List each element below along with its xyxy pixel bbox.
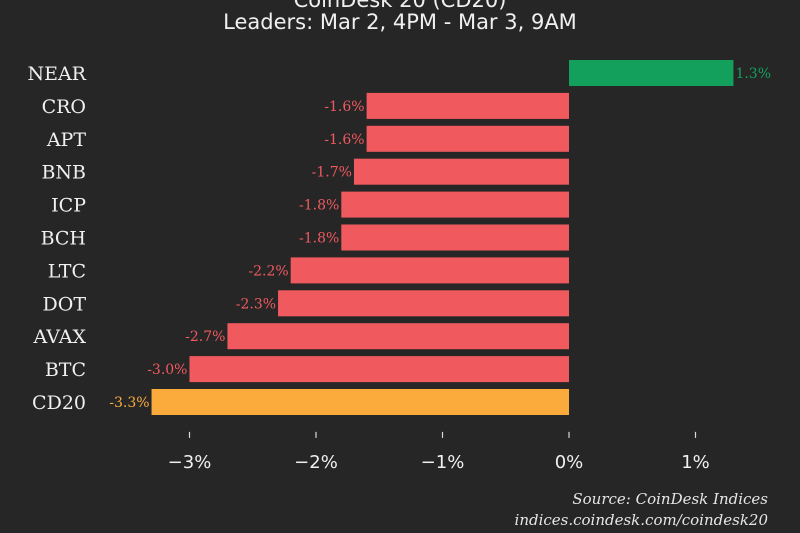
- bar-btc: [189, 356, 569, 383]
- category-label-btc: BTC: [45, 359, 86, 381]
- data-label-bnb: -1.7%: [312, 165, 352, 181]
- category-label-avax: AVAX: [33, 326, 87, 348]
- source-credit: Source: CoinDesk Indices: [572, 490, 768, 508]
- bar-near: [569, 60, 734, 86]
- data-label-cro: -1.6%: [324, 99, 364, 115]
- x-tick-label: 1%: [681, 452, 710, 473]
- data-label-bch: -1.8%: [299, 231, 339, 247]
- category-label-bch: BCH: [41, 228, 86, 250]
- source-url: indices.coindesk.com/coindesk20: [514, 511, 768, 529]
- bar-bnb: [353, 158, 569, 185]
- category-label-dot: DOT: [43, 293, 87, 315]
- x-tick-label: −3%: [168, 452, 212, 473]
- bar-bch: [341, 224, 569, 251]
- category-label-cro: CRO: [42, 96, 86, 118]
- category-label-bnb: BNB: [41, 162, 86, 184]
- chart-subtitle: Leaders: Mar 2, 4PM - Mar 3, 9AM: [223, 10, 577, 34]
- category-label-icp: ICP: [51, 195, 86, 217]
- data-label-apt: -1.6%: [324, 132, 364, 148]
- data-label-btc: -3.0%: [147, 362, 187, 378]
- bar-ltc: [290, 257, 569, 284]
- x-tick-label: −2%: [294, 452, 338, 473]
- category-label-ltc: LTC: [48, 260, 86, 282]
- data-label-cd20: -3.3%: [109, 395, 149, 411]
- bar-icp: [341, 191, 569, 218]
- data-label-near: 1.3%: [735, 66, 771, 82]
- data-label-icp: -1.8%: [299, 198, 339, 214]
- x-tick-label: 0%: [555, 452, 584, 473]
- category-label-apt: APT: [46, 129, 87, 151]
- x-tick-label: −1%: [421, 452, 465, 473]
- bar-cd20: [151, 389, 570, 415]
- data-label-avax: -2.7%: [185, 329, 225, 345]
- bar-dot: [278, 290, 569, 317]
- data-label-dot: -2.3%: [236, 296, 276, 312]
- category-label-near: NEAR: [27, 63, 86, 85]
- chart-title: CoinDesk 20 (CD20): [293, 0, 507, 12]
- bar-cro: [366, 92, 569, 119]
- data-label-ltc: -2.2%: [248, 263, 288, 279]
- category-label-cd20: CD20: [32, 392, 86, 414]
- bar-apt: [366, 125, 569, 152]
- bar-avax: [227, 323, 569, 350]
